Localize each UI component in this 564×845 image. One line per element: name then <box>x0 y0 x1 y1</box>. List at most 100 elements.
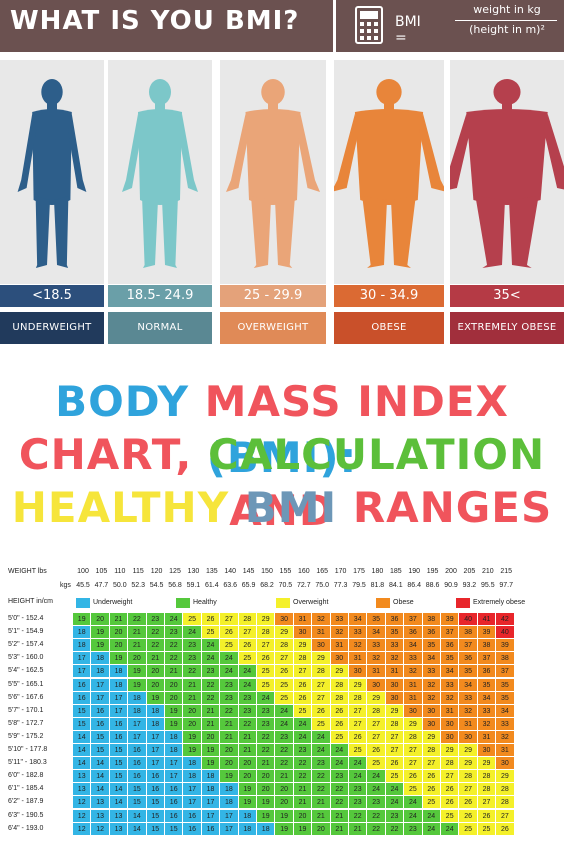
bmi-cell: 31 <box>293 613 313 627</box>
kgs-header: 90.9 <box>444 582 458 589</box>
bmi-cell: 26 <box>257 652 276 666</box>
bmi-cell: 19 <box>109 652 129 666</box>
bmi-cell: 30 <box>293 626 313 640</box>
bmi-cell: 36 <box>385 613 405 627</box>
lbs-header: 190 <box>408 568 421 575</box>
bmi-cell: 25 <box>459 822 478 836</box>
bmi-cell: 27 <box>312 691 331 705</box>
kgs-header: 59.1 <box>186 582 201 589</box>
bmi-cell: 26 <box>330 717 349 731</box>
bmi-cell: 17 <box>146 757 165 771</box>
bmi-cell: 15 <box>128 796 147 810</box>
height-row-label: 5'10" - 177.8 <box>8 746 48 753</box>
bmi-cell: 15 <box>73 717 92 731</box>
bmi-cell: 23 <box>330 770 349 784</box>
bmi-cell: 22 <box>293 757 313 771</box>
bmi-cell: 17 <box>220 822 239 836</box>
bmi-cell: 25 <box>183 613 202 627</box>
bmi-cell: 23 <box>165 626 184 640</box>
headline-word: BMI <box>244 483 353 532</box>
bmi-cell: 38 <box>477 639 497 653</box>
bmi-cell: 20 <box>201 730 221 744</box>
body-silhouette-icon <box>334 79 444 268</box>
legend-label: Overweight <box>293 599 329 606</box>
headline-word: AND <box>229 486 335 535</box>
bmi-cell: 36 <box>422 626 441 640</box>
bmi-cell: 17 <box>183 783 202 797</box>
bmi-cell: 35 <box>459 665 478 679</box>
bmi-cell: 25 <box>330 730 349 744</box>
headline-word: MASS INDEX <box>204 377 509 426</box>
lbs-header: 145 <box>242 568 255 575</box>
bmi-cell: 13 <box>91 796 110 810</box>
bmi-cell: 20 <box>165 678 184 692</box>
bmi-cell: 15 <box>91 744 110 758</box>
weight-lbs-label: WEIGHT lbs <box>8 568 47 575</box>
bmi-cell: 22 <box>201 691 221 705</box>
bmi-cell: 19 <box>257 796 276 810</box>
bmi-cell: 12 <box>73 822 92 836</box>
height-label: HEIGHT in/cm <box>8 598 53 605</box>
bmi-cell: 25 <box>257 665 276 679</box>
bmi-range-3: 25 - 29.9 <box>220 285 326 307</box>
bmi-cell: 18 <box>165 730 184 744</box>
bmi-cell: 24 <box>422 809 441 823</box>
bmi-cell: 25 <box>477 822 497 836</box>
bmi-cell: 29 <box>312 652 331 666</box>
bmi-cell: 21 <box>220 730 239 744</box>
bmi-cell: 32 <box>385 652 405 666</box>
legend-label: Obese <box>393 599 414 606</box>
bmi-cell: 26 <box>220 626 239 640</box>
bmi-cell: 35 <box>422 639 441 653</box>
bmi-cell: 30 <box>330 652 349 666</box>
height-row-label: 6'0" - 182.8 <box>8 772 44 780</box>
bmi-cell: 16 <box>73 691 92 705</box>
bmi-cell: 27 <box>477 796 497 810</box>
kgs-header: 54.5 <box>149 582 164 589</box>
bmi-cell: 38 <box>496 652 515 666</box>
height-row-label: 5'1" - 154.9 <box>8 628 44 636</box>
headline-word: (BMI): <box>206 433 358 482</box>
bmi-category-label-3: OVERWEIGHT <box>220 312 326 344</box>
bmi-cell: 31 <box>477 730 497 744</box>
bmi-cell: 17 <box>128 730 147 744</box>
bmi-cell: 26 <box>441 783 460 797</box>
silhouette-panel-extremely-obese <box>450 60 564 284</box>
bmi-cell: 30 <box>422 717 441 731</box>
bmi-cell: 30 <box>312 639 331 653</box>
lbs-header: 120 <box>150 568 163 575</box>
kgs-header: 52.3 <box>131 582 145 589</box>
bmi-cell: 20 <box>238 770 257 784</box>
bmi-cell: 32 <box>441 691 460 705</box>
bmi-cell: 32 <box>422 678 441 692</box>
bmi-cell: 20 <box>275 783 294 797</box>
bmi-cell: 18 <box>238 809 257 823</box>
bmi-cell: 24 <box>330 744 349 758</box>
legend-label: Extremely obese <box>473 599 526 606</box>
bmi-cell: 28 <box>330 691 349 705</box>
bmi-cell: 17 <box>201 796 221 810</box>
height-row-label: 5'4" - 162.5 <box>8 667 44 675</box>
bmi-cell: 25 <box>275 678 294 692</box>
bmi-cell: 26 <box>349 730 368 744</box>
bmi-cell: 18 <box>73 626 92 640</box>
height-row-label: 5'8" - 172.7 <box>8 719 44 727</box>
bmi-cell: 20 <box>183 717 202 731</box>
bmi-cell: 31 <box>459 717 478 731</box>
bmi-cell: 19 <box>73 613 92 627</box>
bmi-cell: 25 <box>367 757 386 771</box>
bmi-cell: 22 <box>257 744 276 758</box>
height-row-label: 5'11" - 180.3 <box>8 759 47 767</box>
bmi-cell: 33 <box>422 665 441 679</box>
bmi-cell: 41 <box>477 613 497 627</box>
bmi-cell: 26 <box>422 770 441 784</box>
bmi-cell: 30 <box>349 665 368 679</box>
bmi-cell: 18 <box>238 822 257 836</box>
bmi-cell: 33 <box>477 704 497 718</box>
bmi-cell: 37 <box>441 626 460 640</box>
bmi-cell: 24 <box>275 717 294 731</box>
bmi-cell: 16 <box>183 809 202 823</box>
bmi-cell: 24 <box>441 822 460 836</box>
bmi-cell: 24 <box>275 704 294 718</box>
bmi-cell: 16 <box>201 822 221 836</box>
